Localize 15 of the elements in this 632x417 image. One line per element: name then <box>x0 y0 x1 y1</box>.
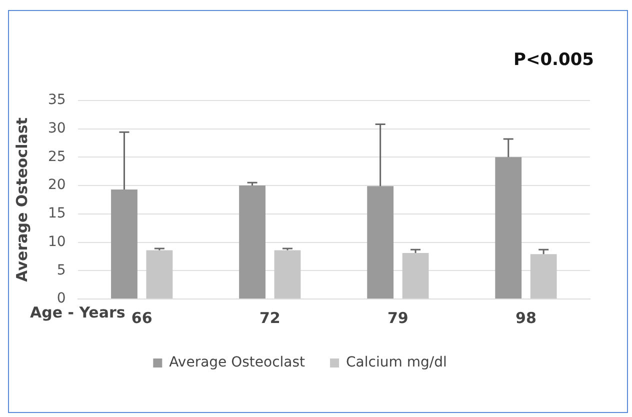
text: P<0.005 <box>514 50 594 70</box>
x-tick-label: 72 <box>259 308 280 327</box>
y-tick-label: 35 <box>48 92 66 108</box>
y-axis-title: Average Osteoclast <box>12 118 31 282</box>
x-tick-label: 66 <box>131 308 152 327</box>
y-tick-label: 10 <box>48 234 66 250</box>
y-tick-label: 5 <box>56 262 66 278</box>
y-tick-label: 15 <box>48 206 66 222</box>
y-tick-label: 20 <box>48 177 66 194</box>
legend-label: Calcium mg/dl <box>346 354 447 371</box>
y-tick-label: 25 <box>48 148 66 165</box>
x-tick-label: 79 <box>387 308 408 327</box>
x-tick-label: 98 <box>516 308 536 327</box>
legend-label: Average Osteoclast <box>169 354 306 371</box>
y-tick-label: 30 <box>48 120 66 136</box>
